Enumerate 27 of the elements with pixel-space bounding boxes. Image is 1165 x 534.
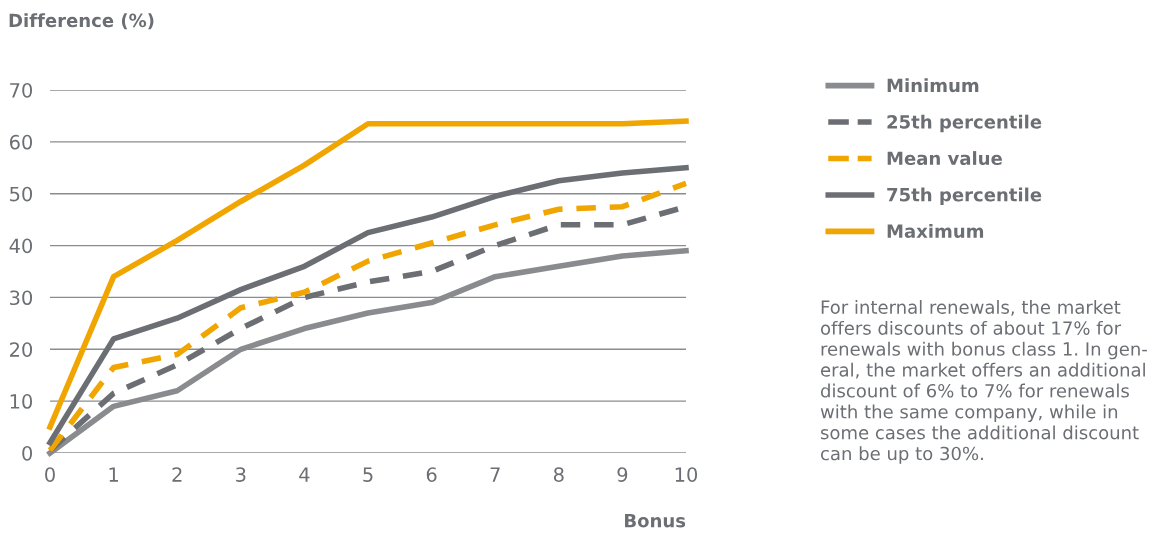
y-tick-label: 40 xyxy=(9,238,33,254)
y-tick-label: 30 xyxy=(10,290,33,306)
y-tick-label: 70 xyxy=(10,82,33,98)
x-tick-label: 4 xyxy=(299,467,310,482)
y-tick-label: 20 xyxy=(10,342,33,357)
legend-label: Maximum xyxy=(887,223,984,238)
x-tick-label: 0 xyxy=(45,467,55,482)
y-tick-label: 10 xyxy=(10,394,33,409)
x-tick-label: 5 xyxy=(363,467,373,482)
x-tick-label: 10 xyxy=(675,467,698,482)
x-axis-title: Bonus xyxy=(625,514,686,528)
y-tick-label: 60 xyxy=(9,134,33,150)
x-tick-label: 1 xyxy=(109,467,118,482)
y-tick-label: 50 xyxy=(10,186,33,202)
legend-label: Minimum xyxy=(887,78,979,93)
y-axis-title: Difference (%) xyxy=(9,13,154,30)
x-tick-label: 6 xyxy=(426,467,437,482)
x-tick-label: 2 xyxy=(172,467,182,482)
x-tick-label: 8 xyxy=(553,467,564,482)
legend-label: 25th percentile xyxy=(887,114,1042,133)
legend-label: Mean value xyxy=(887,151,1002,166)
text: For internal renewals, the market offers discounts of about 17% for renewals with bonus class 1. In gen- eral, the market offers an additional discount of 6% to 7% for renewals with the same company, while in some cases the additional discount can be up to 30%. xyxy=(820,300,1147,464)
x-tick-label: 3 xyxy=(236,467,246,482)
x-tick-label: 9 xyxy=(617,467,628,482)
legend-label: 75th percentile xyxy=(887,187,1042,206)
y-tick-label: 0 xyxy=(22,445,33,461)
x-tick-label: 7 xyxy=(490,467,500,482)
